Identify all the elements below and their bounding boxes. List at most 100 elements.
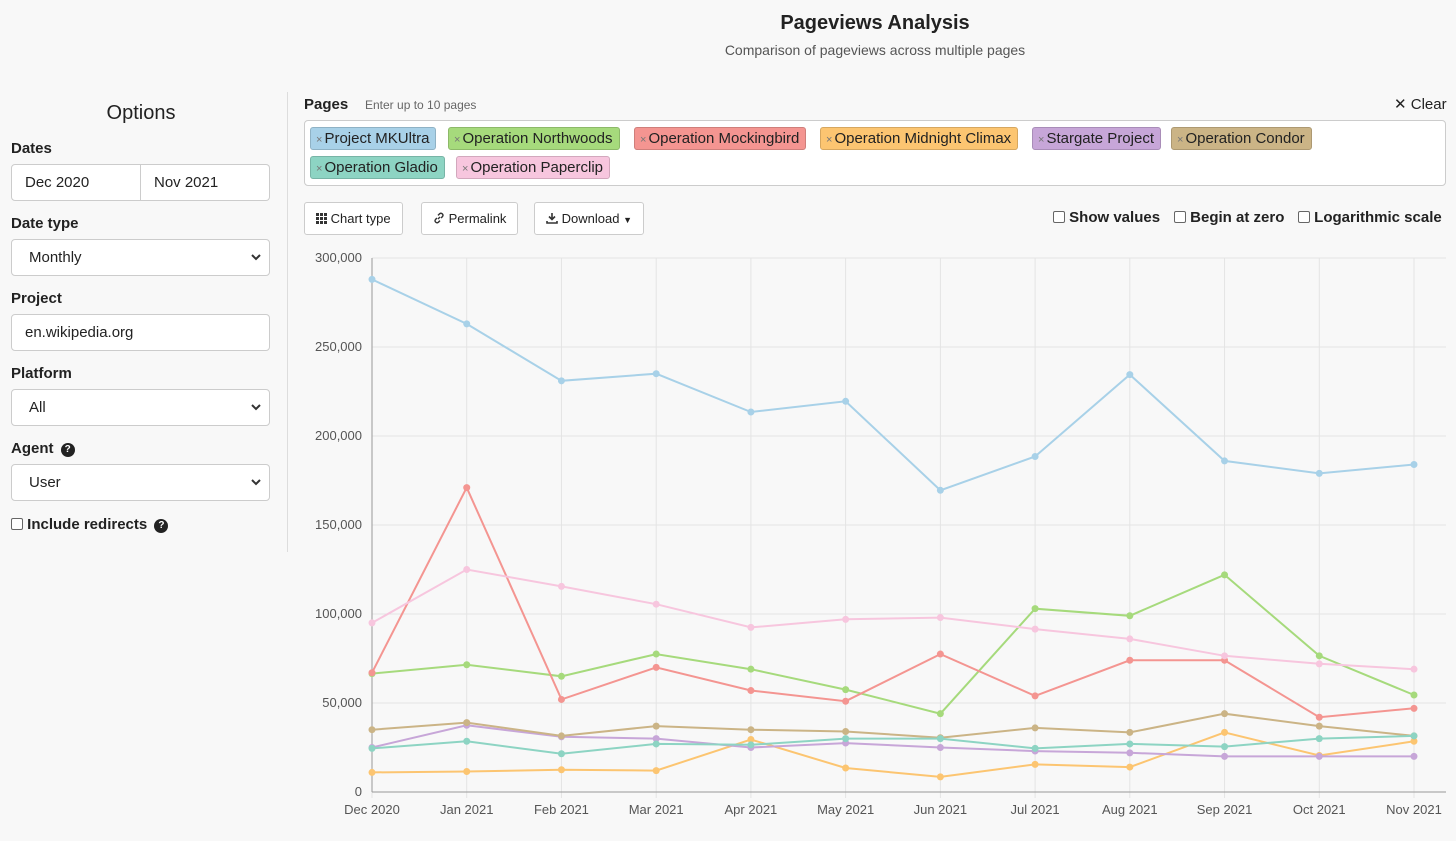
data-point bbox=[842, 686, 850, 694]
download-button[interactable]: Download ▼ bbox=[534, 202, 644, 235]
page-chip[interactable]: × Operation Gladio bbox=[310, 156, 445, 179]
data-point bbox=[936, 735, 944, 743]
page-subtitle: Comparison of pageviews across multiple … bbox=[724, 42, 1026, 58]
data-point bbox=[747, 735, 755, 743]
date-start-field[interactable]: Dec 2020 bbox=[11, 164, 141, 201]
data-point bbox=[1126, 728, 1134, 736]
data-point bbox=[936, 710, 944, 718]
x-tick-label: Jun 2021 bbox=[914, 802, 968, 817]
data-point bbox=[1221, 652, 1229, 660]
page-chip[interactable]: × Operation Northwoods bbox=[448, 127, 620, 150]
data-point bbox=[1126, 635, 1134, 643]
data-point bbox=[1221, 710, 1229, 718]
platform-select[interactable]: All bbox=[11, 389, 270, 426]
begin-at-zero-toggle[interactable]: Begin at zero bbox=[1174, 209, 1284, 226]
y-tick-label: 50,000 bbox=[322, 695, 362, 710]
data-point bbox=[1315, 722, 1323, 730]
remove-chip-icon[interactable]: × bbox=[316, 163, 323, 175]
clear-label: Clear bbox=[1410, 96, 1447, 113]
page-chip-label: Operation Condor bbox=[1185, 130, 1305, 147]
remove-chip-icon[interactable]: × bbox=[1177, 134, 1184, 146]
pageviews-line-chart[interactable]: 0 50,000 100,000 150,000 200,000 250,000 300,0… bbox=[296, 244, 1456, 834]
data-point bbox=[1221, 743, 1229, 751]
include-redirects-checkbox[interactable] bbox=[11, 518, 23, 530]
data-point bbox=[1410, 737, 1418, 745]
data-point bbox=[557, 695, 565, 703]
pages-label: Pages bbox=[304, 96, 349, 113]
remove-chip-icon[interactable]: × bbox=[316, 134, 323, 146]
series-line bbox=[371, 568, 1415, 671]
data-point bbox=[368, 726, 376, 734]
remove-chip-icon[interactable]: × bbox=[454, 134, 461, 146]
show-values-toggle[interactable]: Show values bbox=[1053, 209, 1160, 226]
data-point bbox=[652, 663, 660, 671]
begin-at-zero-checkbox[interactable] bbox=[1174, 211, 1186, 223]
date-type-select[interactable]: Monthly bbox=[11, 239, 270, 276]
chart-type-button[interactable]: Chart type bbox=[304, 202, 403, 235]
options-heading: Options bbox=[106, 102, 176, 124]
remove-chip-icon[interactable]: × bbox=[1038, 134, 1045, 146]
remove-chip-icon[interactable]: × bbox=[462, 163, 469, 175]
page-chip[interactable]: × Operation Paperclip bbox=[456, 156, 611, 179]
date-range-picker[interactable]: Dec 2020 Nov 2021 bbox=[11, 164, 270, 201]
platform-value: All bbox=[29, 399, 46, 416]
data-point bbox=[1410, 752, 1418, 760]
page-chip-label: Operation Northwoods bbox=[462, 130, 613, 147]
data-point bbox=[652, 740, 660, 748]
permalink-button[interactable]: Permalink bbox=[421, 202, 519, 235]
data-point bbox=[842, 735, 850, 743]
data-point bbox=[557, 732, 565, 740]
data-point bbox=[463, 320, 471, 328]
log-scale-toggle[interactable]: Logarithmic scale bbox=[1298, 209, 1442, 226]
page-chip[interactable]: × Project MKUltra bbox=[310, 127, 437, 150]
date-end-field[interactable]: Nov 2021 bbox=[141, 164, 270, 201]
data-point bbox=[557, 672, 565, 680]
data-point bbox=[936, 614, 944, 622]
remove-chip-icon[interactable]: × bbox=[826, 134, 833, 146]
data-point bbox=[557, 750, 565, 758]
data-point bbox=[936, 744, 944, 751]
agent-select[interactable]: User bbox=[11, 464, 270, 501]
remove-chip-icon[interactable]: × bbox=[640, 134, 647, 146]
data-point bbox=[842, 764, 850, 772]
data-point bbox=[652, 767, 660, 775]
help-icon[interactable]: ? bbox=[154, 519, 169, 533]
include-redirects-row: Include redirects ? bbox=[11, 516, 169, 533]
data-point bbox=[463, 768, 471, 776]
data-point bbox=[368, 768, 376, 776]
download-icon bbox=[546, 213, 558, 224]
page-chip[interactable]: × Stargate Project bbox=[1032, 127, 1161, 150]
agent-label: Agent bbox=[11, 440, 54, 457]
x-tick-label: Jul 2021 bbox=[1011, 802, 1060, 817]
data-point bbox=[463, 661, 471, 669]
data-point bbox=[368, 275, 376, 283]
y-tick-label: 100,000 bbox=[315, 606, 362, 621]
data-point bbox=[747, 741, 755, 749]
show-values-checkbox[interactable] bbox=[1053, 211, 1065, 223]
data-point bbox=[1031, 724, 1039, 732]
series-line bbox=[371, 278, 1415, 492]
data-point bbox=[1126, 371, 1134, 379]
help-icon[interactable]: ? bbox=[60, 443, 75, 457]
data-point bbox=[1315, 713, 1323, 721]
page-chip[interactable]: × Operation Mockingbird bbox=[634, 127, 807, 150]
data-point bbox=[1126, 763, 1134, 771]
clear-button[interactable]: ✕ Clear bbox=[1394, 95, 1447, 113]
data-point bbox=[1410, 732, 1418, 740]
page-title: Pageviews Analysis bbox=[780, 12, 970, 34]
data-point bbox=[463, 484, 471, 492]
page-chip-label: Operation Mockingbird bbox=[648, 130, 800, 147]
y-tick-label: 250,000 bbox=[315, 339, 362, 354]
data-point bbox=[1031, 452, 1039, 460]
pages-input[interactable]: × Project MKUltra × Operation Northwoods × Op… bbox=[304, 120, 1446, 186]
data-point bbox=[1126, 612, 1134, 620]
x-tick-label: Feb 2021 bbox=[534, 802, 589, 817]
log-scale-checkbox[interactable] bbox=[1298, 211, 1310, 223]
data-point bbox=[652, 735, 660, 743]
page-chip[interactable]: × Operation Midnight Climax bbox=[820, 127, 1019, 150]
project-input[interactable]: en.wikipedia.org bbox=[11, 314, 270, 351]
x-tick-label: Sep 2021 bbox=[1197, 802, 1253, 817]
data-point bbox=[1031, 760, 1039, 768]
data-point bbox=[1221, 457, 1229, 465]
page-chip[interactable]: × Operation Condor bbox=[1171, 127, 1312, 150]
